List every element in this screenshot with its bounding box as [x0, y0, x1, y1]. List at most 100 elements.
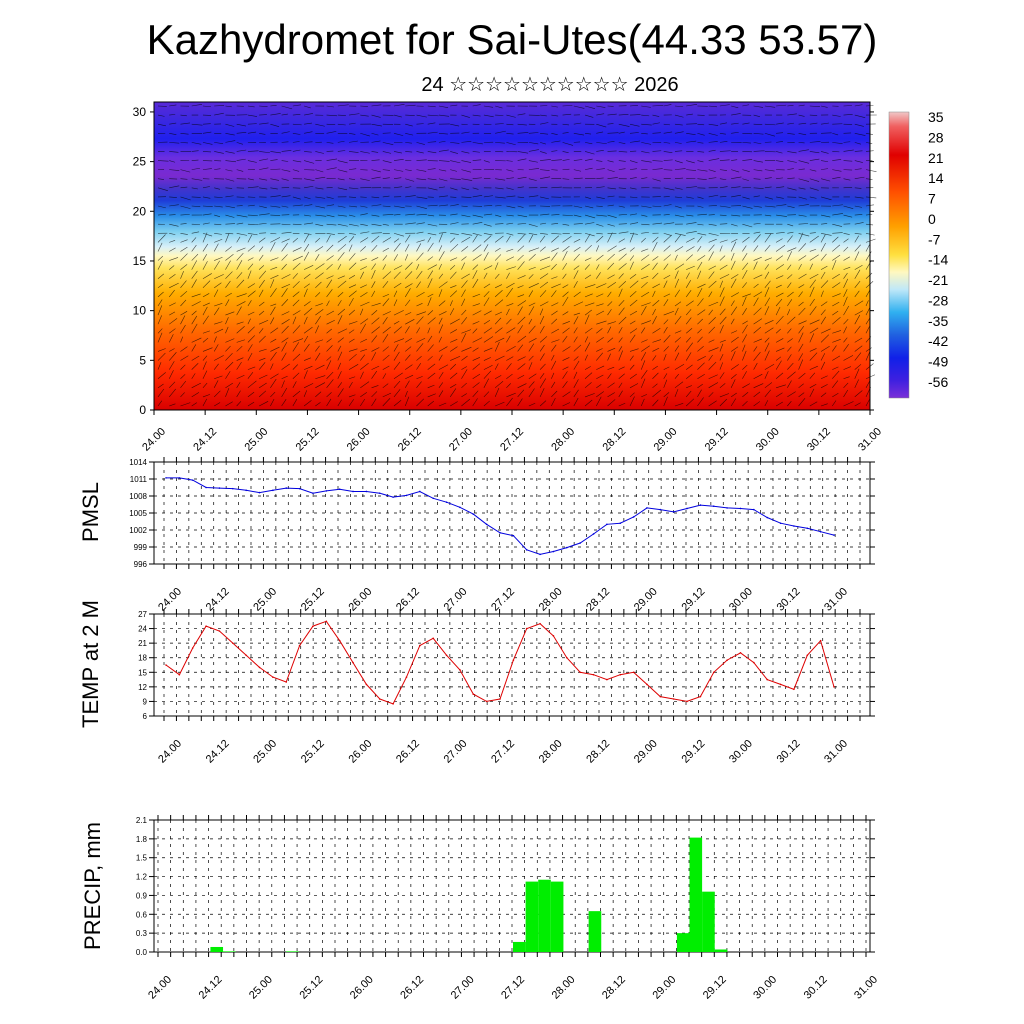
wind-vector — [730, 398, 737, 407]
wind-vector — [191, 196, 201, 198]
wind-vector — [438, 390, 444, 398]
wind-vector — [270, 123, 280, 127]
wind-vector — [349, 151, 359, 153]
wind-vector — [405, 169, 412, 172]
wind-vector — [281, 242, 288, 252]
wind-vector — [247, 372, 254, 379]
wind-vector — [832, 393, 839, 398]
wind-vector — [449, 264, 456, 270]
wind-vector — [393, 254, 399, 261]
wind-vector — [427, 242, 434, 252]
wind-vector — [776, 122, 784, 125]
wind-vector — [449, 243, 459, 252]
wind-vector — [371, 263, 376, 270]
wind-vector — [348, 132, 356, 135]
wind-vector — [382, 264, 387, 270]
wind-vector — [483, 160, 490, 163]
wind-vector — [405, 213, 416, 216]
wind-vector — [225, 160, 237, 163]
wind-vector — [270, 266, 278, 270]
wind-vector — [461, 160, 472, 163]
wind-vector — [506, 392, 516, 398]
wind-vector — [270, 178, 279, 181]
wind-vector — [315, 303, 323, 307]
wind-vector — [404, 326, 410, 334]
wind-vector — [776, 214, 787, 217]
wind-vector — [753, 160, 764, 163]
wind-vector — [697, 236, 703, 243]
wind-vector — [731, 169, 740, 173]
wind-vector — [349, 205, 358, 208]
wind-vector — [315, 151, 325, 154]
wind-vector — [528, 290, 534, 298]
wind-vector — [157, 332, 163, 343]
wind-vector — [438, 233, 443, 243]
wind-vector — [292, 204, 303, 207]
wind-vector — [292, 310, 301, 316]
wind-vector — [393, 265, 403, 270]
wind-vector — [180, 315, 186, 325]
wind-vector — [371, 104, 382, 107]
wind-vector — [674, 373, 680, 379]
wind-vector — [405, 142, 412, 144]
wind-vector — [607, 392, 615, 398]
wind-vector — [438, 402, 447, 407]
wind-vector — [180, 270, 184, 279]
wind-vector — [607, 382, 615, 389]
wind-vector — [573, 344, 582, 352]
wind-vector — [236, 222, 244, 225]
wind-vector — [641, 177, 648, 180]
wind-vector — [775, 328, 781, 334]
wind-vector — [787, 282, 792, 288]
precip-xtick-label: 24.00 — [146, 974, 174, 1002]
wind-vector — [404, 244, 410, 252]
wind-vector — [517, 325, 523, 334]
temp-point — [619, 673, 622, 676]
pmsl-point — [619, 522, 622, 524]
wind-vector — [528, 195, 539, 198]
wind-vector — [551, 290, 557, 298]
wind-vector — [236, 232, 248, 236]
wind-vector — [663, 299, 669, 307]
wind-vector — [382, 354, 390, 361]
wind-vector — [742, 169, 750, 172]
wind-vector — [596, 177, 604, 180]
wind-vector — [191, 159, 199, 161]
wind-vector — [281, 113, 288, 116]
wind-vector — [798, 160, 810, 164]
wind-vector — [798, 204, 809, 207]
wind-vector — [629, 274, 637, 279]
wind-vector — [337, 150, 346, 152]
wind-vector — [506, 235, 511, 243]
wind-vector — [449, 308, 455, 316]
wind-vector — [787, 247, 797, 252]
wind-vector — [292, 372, 300, 379]
wind-vector — [663, 392, 670, 398]
wind-vector — [371, 310, 378, 316]
wind-vector — [157, 213, 167, 216]
wind-vector — [405, 104, 416, 107]
wind-vector — [438, 273, 444, 279]
pmsl-point — [739, 507, 742, 510]
wind-vector — [820, 392, 827, 398]
wind-vector — [731, 113, 741, 116]
wind-vector — [371, 365, 380, 370]
wind-vector — [495, 284, 502, 289]
wind-vector — [629, 291, 637, 298]
wind-vector — [708, 347, 719, 352]
wind-vector — [292, 281, 300, 289]
temp-xtick-label: 30.00 — [727, 738, 755, 766]
wind-vector — [180, 264, 188, 270]
wind-vector — [483, 205, 493, 207]
wind-vector — [708, 339, 715, 343]
wind-vector — [326, 300, 330, 307]
wind-vector — [865, 300, 869, 307]
wind-vector — [641, 394, 648, 398]
wind-vector — [157, 283, 164, 289]
wind-vector — [281, 387, 288, 398]
wind-vector — [652, 383, 658, 389]
wind-vector — [270, 257, 279, 261]
wind-vector — [360, 246, 367, 252]
